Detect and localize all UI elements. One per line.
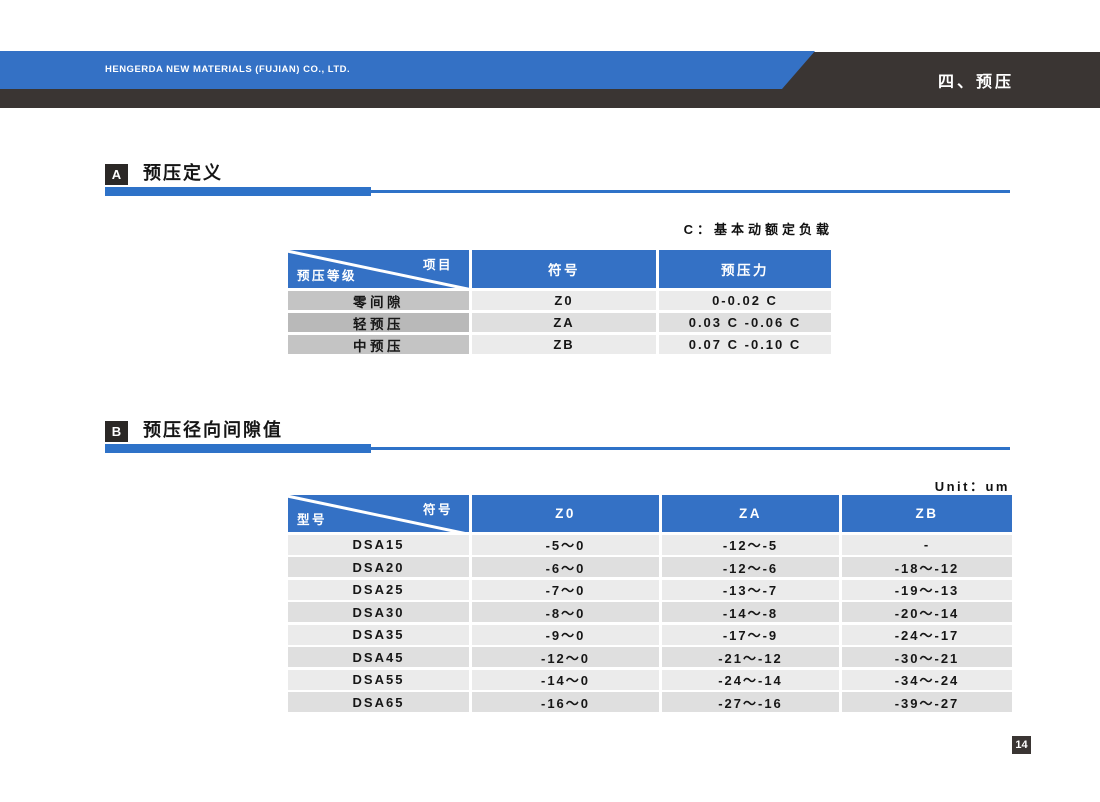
symbol-cell: ZB	[472, 335, 656, 354]
preload-grade-cell: 中预压	[288, 335, 469, 354]
z0-value-cell: -6～0	[472, 557, 659, 577]
zb-value-cell: -20～-14	[842, 602, 1012, 622]
section-a-badge: A	[105, 164, 128, 185]
column-header-za: ZA	[662, 495, 839, 532]
section-b-rule-thick	[105, 444, 371, 453]
section-b-rule-thin	[371, 447, 1010, 450]
z0-value-cell: -12～0	[472, 647, 659, 667]
table-row: 轻预压 ZA 0.03 C -0.06 C	[288, 313, 831, 332]
z0-value-cell: -14～0	[472, 669, 659, 690]
model-cell: DSA15	[288, 534, 469, 555]
symbol-cell: ZA	[472, 313, 656, 332]
table-a-header-row: 项目 预压等级 符号 预压力	[288, 250, 831, 288]
radial-clearance-table: 符号 型号 Z0 ZA ZB DSA15 -5～0 -12～-5 - DSA20…	[288, 495, 1012, 712]
za-value-cell: -12～-5	[662, 534, 839, 555]
table-row: 零间隙 Z0 0-0.02 C	[288, 291, 831, 310]
model-cell: DSA25	[288, 579, 469, 600]
preload-definition-table: 项目 预压等级 符号 预压力 零间隙 Z0 0-0.02 C 轻预压 ZA 0.…	[288, 250, 831, 354]
za-value-cell: -14～-8	[662, 602, 839, 622]
header-blue-band: HENGERDA NEW MATERIALS (FUJIAN) CO., LTD…	[0, 51, 815, 89]
table-row: DSA15 -5～0 -12～-5 -	[288, 534, 1012, 555]
model-cell: DSA55	[288, 669, 469, 690]
za-value-cell: -21～-12	[662, 647, 839, 667]
table-a-corner-cell: 项目 预压等级	[288, 250, 469, 288]
model-cell: DSA65	[288, 692, 469, 712]
za-value-cell: -27～-16	[662, 692, 839, 712]
za-value-cell: -13～-7	[662, 579, 839, 600]
model-cell: DSA35	[288, 624, 469, 645]
column-header-z0: Z0	[472, 495, 659, 532]
preload-force-cell: 0.07 C -0.10 C	[659, 335, 831, 354]
model-cell: DSA45	[288, 647, 469, 667]
zb-value-cell: -30～-21	[842, 647, 1012, 667]
zb-value-cell: -19～-13	[842, 579, 1012, 600]
table-row: DSA35 -9～0 -17～-9 -24～-17	[288, 624, 1012, 645]
corner-label-preload-grade: 预压等级	[297, 269, 358, 283]
table-row: DSA65 -16～0 -27～-16 -39～-27	[288, 692, 1012, 712]
section-a-rule-thick	[105, 187, 371, 196]
table-a-body: 零间隙 Z0 0-0.02 C 轻预压 ZA 0.03 C -0.06 C 中预…	[288, 291, 831, 354]
z0-value-cell: -7～0	[472, 579, 659, 600]
chapter-title: 四、预压	[937, 74, 1014, 91]
column-header-symbol: 符号	[472, 250, 656, 288]
zb-value-cell: -18～-12	[842, 557, 1012, 577]
za-value-cell: -12～-6	[662, 557, 839, 577]
zb-value-cell: -39～-27	[842, 692, 1012, 712]
corner-label-model: 型号	[297, 513, 328, 527]
section-a-title: 预压定义	[143, 163, 223, 183]
zb-value-cell: -	[842, 534, 1012, 555]
preload-force-cell: 0.03 C -0.06 C	[659, 313, 831, 332]
preload-force-cell: 0-0.02 C	[659, 291, 831, 310]
z0-value-cell: -16～0	[472, 692, 659, 712]
corner-label-item: 项目	[422, 258, 453, 272]
preload-grade-cell: 轻预压	[288, 313, 469, 332]
note-basic-dynamic-load: C：基本动额定负载	[683, 222, 833, 237]
table-row: DSA30 -8～0 -14～-8 -20～-14	[288, 602, 1012, 622]
zb-value-cell: -34～-24	[842, 669, 1012, 690]
column-header-zb: ZB	[842, 495, 1012, 532]
preload-grade-cell: 零间隙	[288, 291, 469, 310]
table-row: DSA55 -14～0 -24～-14 -34～-24	[288, 669, 1012, 690]
section-a-rule-thin	[371, 190, 1010, 193]
section-b-title: 预压径向间隙值	[143, 420, 283, 440]
company-name: HENGERDA NEW MATERIALS (FUJIAN) CO., LTD…	[105, 64, 351, 75]
table-b-header-row: 符号 型号 Z0 ZA ZB	[288, 495, 1012, 532]
corner-label-symbol: 符号	[422, 503, 453, 517]
model-cell: DSA20	[288, 557, 469, 577]
za-value-cell: -24～-14	[662, 669, 839, 690]
z0-value-cell: -8～0	[472, 602, 659, 622]
table-b-body: DSA15 -5～0 -12～-5 - DSA20 -6～0 -12～-6 -1…	[288, 534, 1012, 712]
section-b-badge: B	[105, 421, 128, 442]
page-number-badge: 14	[1012, 736, 1031, 754]
column-header-preload-force: 预压力	[659, 250, 831, 288]
za-value-cell: -17～-9	[662, 624, 839, 645]
table-row: DSA25 -7～0 -13～-7 -19～-13	[288, 579, 1012, 600]
model-cell: DSA30	[288, 602, 469, 622]
table-row: 中预压 ZB 0.07 C -0.10 C	[288, 335, 831, 354]
z0-value-cell: -9～0	[472, 624, 659, 645]
table-row: DSA45 -12～0 -21～-12 -30～-21	[288, 647, 1012, 667]
zb-value-cell: -24～-17	[842, 624, 1012, 645]
symbol-cell: Z0	[472, 291, 656, 310]
z0-value-cell: -5～0	[472, 534, 659, 555]
table-b-corner-cell: 符号 型号	[288, 495, 469, 532]
table-row: DSA20 -6～0 -12～-6 -18～-12	[288, 557, 1012, 577]
unit-note: Unit：um	[934, 479, 1010, 494]
